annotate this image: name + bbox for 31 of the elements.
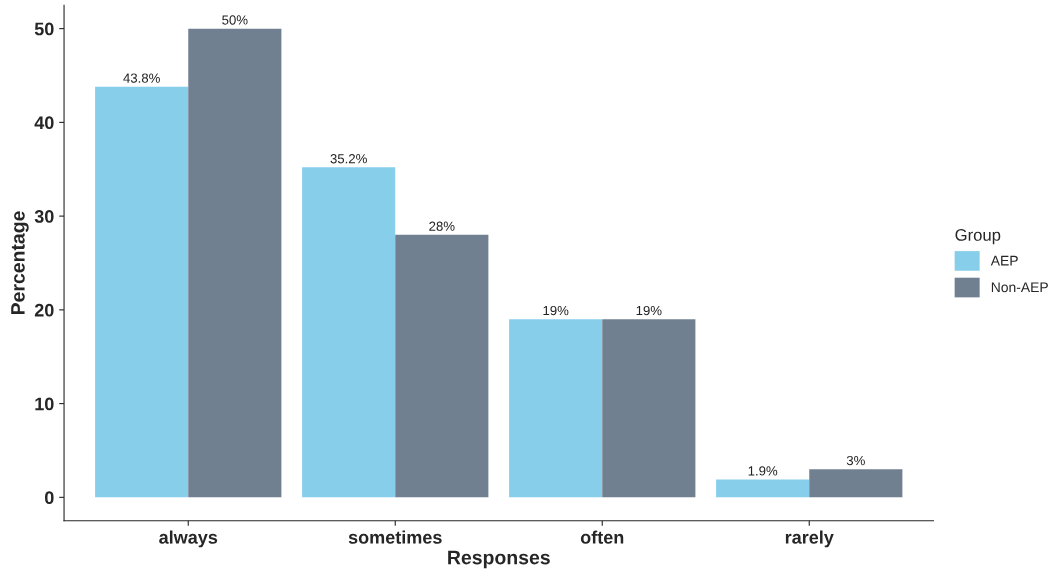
bar — [95, 86, 189, 498]
data-label: 19% — [636, 305, 662, 316]
bar — [716, 479, 810, 498]
y-tick-label: 50 — [34, 22, 54, 36]
x-axis-title: Responses — [448, 550, 550, 569]
y-tick-label: 40 — [34, 116, 54, 130]
bar — [602, 319, 696, 498]
bar — [809, 469, 903, 498]
bar — [395, 234, 489, 498]
data-label: 1.9% — [748, 466, 778, 476]
data-label: 28% — [429, 221, 455, 231]
y-tick-label: 30 — [34, 210, 54, 223]
legend-title: Group — [955, 229, 1001, 245]
y-tick-label: 0 — [45, 491, 54, 505]
y-tick-label: 10 — [35, 397, 54, 411]
data-label: 19% — [543, 305, 569, 316]
x-tick-label: sometimes — [348, 530, 442, 544]
y-axis-title: Percentage — [11, 211, 29, 315]
legend-label: AEP — [990, 255, 1018, 266]
y-tick-label: 20 — [34, 303, 54, 317]
x-tick-label: always — [159, 530, 218, 548]
legend-label: Non-AEP — [991, 282, 1048, 293]
data-label: 3% — [846, 455, 865, 466]
data-label: 50% — [222, 15, 248, 25]
data-label: 43.8% — [123, 73, 160, 83]
bar — [302, 167, 396, 498]
x-tick-label: often — [580, 530, 624, 544]
bar — [509, 319, 603, 498]
x-tick-label: rarely — [785, 530, 834, 548]
bar — [188, 28, 282, 498]
data-label: 35.2% — [330, 154, 367, 164]
